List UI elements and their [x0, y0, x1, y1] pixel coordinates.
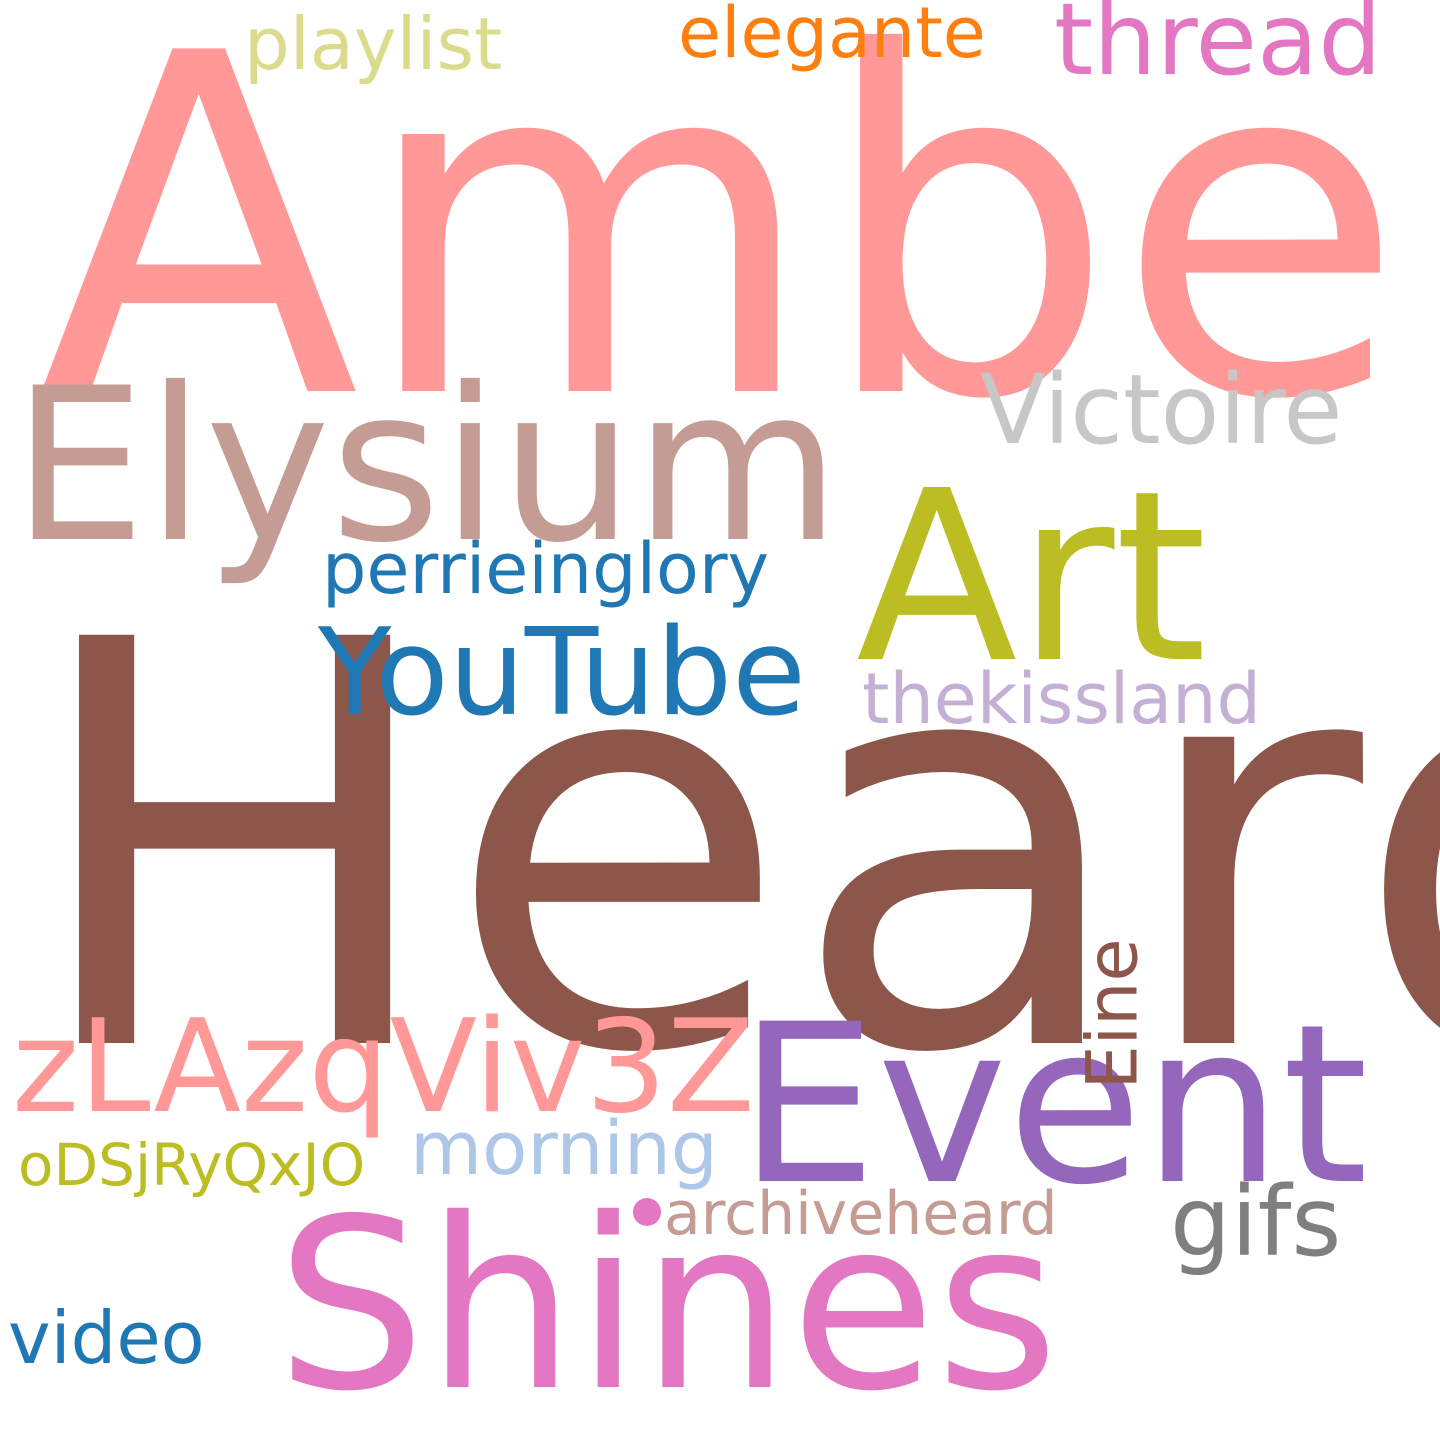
- word-gifs: gifs: [1170, 1166, 1342, 1278]
- word-youtube: YouTube: [318, 604, 806, 743]
- word-thread: thread: [1054, 0, 1382, 98]
- word-shines: Shines: [276, 1168, 1059, 1440]
- word-odsjryqxjo: oDSjRyQxJO: [18, 1131, 366, 1199]
- word-amber: Amber: [38, 0, 1440, 502]
- word-playlist: playlist: [244, 2, 503, 86]
- word-event: Event: [738, 977, 1369, 1233]
- word-thekissland: thekissland: [862, 658, 1261, 740]
- word-elysium: Elysium: [12, 342, 841, 589]
- word-video: video: [8, 1296, 205, 1380]
- word-victoire: Victoire: [980, 354, 1343, 466]
- word-perrieinglory: perrieinglory: [322, 528, 770, 610]
- word-zlazqviv3z: zLAzqViv3Z: [12, 993, 755, 1142]
- word-elegante: elegante: [678, 0, 986, 74]
- word-art: Art: [856, 440, 1208, 715]
- word-archiveheard: archiveheard: [664, 1179, 1058, 1249]
- word-eine: Eine: [1071, 938, 1154, 1090]
- word-heard: Heard: [24, 524, 1440, 1176]
- word-morning: morning: [410, 1106, 718, 1192]
- bullet-dot: [633, 1198, 661, 1226]
